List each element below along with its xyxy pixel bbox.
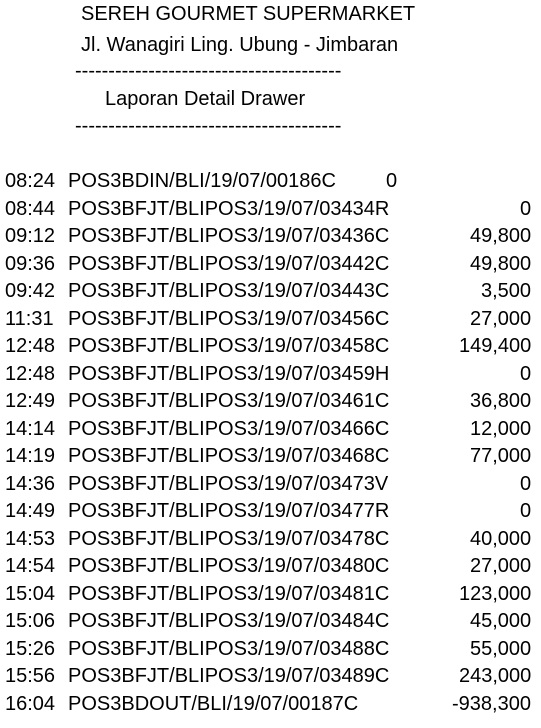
report-title: Laporan Detail Drawer xyxy=(105,88,306,110)
entry-reference: POS3BFJT/BLIPOS3/19/07/03466C xyxy=(68,418,390,440)
entry-time: 15:06 xyxy=(5,610,56,632)
entry-amount: 123,000 xyxy=(459,583,532,605)
separator-top: ---------------------------------------- xyxy=(75,60,342,82)
entry-time: 09:36 xyxy=(5,253,56,275)
entry-amount: 0 xyxy=(520,500,532,522)
entry-time: 14:53 xyxy=(5,528,56,550)
entry-time: 08:24 xyxy=(5,170,56,192)
entry-amount: 0 xyxy=(520,198,532,220)
entry-amount: 149,400 xyxy=(459,335,532,357)
entry-amount: 49,800 xyxy=(470,253,532,275)
entry-time: 14:14 xyxy=(5,418,56,440)
entry-time: 15:26 xyxy=(5,638,56,660)
entry-amount: 0 xyxy=(520,363,532,385)
entry-reference: POS3BFJT/BLIPOS3/19/07/03468C xyxy=(68,445,390,467)
entry-time: 14:19 xyxy=(5,445,56,467)
entry-time: 16:04 xyxy=(5,693,56,715)
entry-time: 11:31 xyxy=(5,308,54,330)
entry-amount: 27,000 xyxy=(470,308,532,330)
entry-reference: POS3BFJT/BLIPOS3/19/07/03434R xyxy=(68,198,390,220)
entry-reference: POS3BFJT/BLIPOS3/19/07/03442C xyxy=(68,253,390,275)
entry-reference: POS3BFJT/BLIPOS3/19/07/03488C xyxy=(68,638,390,660)
entry-time: 08:44 xyxy=(5,198,56,220)
entry-time: 14:54 xyxy=(5,555,56,577)
entry-reference: POS3BFJT/BLIPOS3/19/07/03484C xyxy=(68,610,390,632)
entry-reference: POS3BFJT/BLIPOS3/19/07/03478C xyxy=(68,528,390,550)
entry-reference: POS3BFJT/BLIPOS3/19/07/03480C xyxy=(68,555,390,577)
store-address: Jl. Wanagiri Ling. Ubung - Jimbaran xyxy=(81,34,399,56)
entry-time: 14:36 xyxy=(5,473,56,495)
entry-reference: POS3BFJT/BLIPOS3/19/07/03456C xyxy=(68,308,390,330)
entry-time: 15:56 xyxy=(5,665,56,687)
entry-reference: POS3BFJT/BLIPOS3/19/07/03443C xyxy=(68,280,390,302)
entry-reference: POS3BFJT/BLIPOS3/19/07/03473V xyxy=(68,473,389,495)
entry-time: 12:48 xyxy=(5,335,56,357)
entry-reference: POS3BFJT/BLIPOS3/19/07/03461C xyxy=(68,390,390,412)
entry-amount: 243,000 xyxy=(459,665,532,687)
entry-amount: 45,000 xyxy=(470,610,532,632)
entry-reference: POS3BFJT/BLIPOS3/19/07/03477R xyxy=(68,500,390,522)
entry-amount: 36,800 xyxy=(470,390,532,412)
entry-amount: 0 xyxy=(386,170,398,192)
entry-reference: POS3BDIN/BLI/19/07/00186C xyxy=(68,170,336,192)
separator-bottom: ---------------------------------------- xyxy=(75,115,342,137)
entry-amount: 55,000 xyxy=(470,638,532,660)
entry-amount: -938,300 xyxy=(452,693,531,715)
entry-amount: 3,500 xyxy=(481,280,532,302)
entry-reference: POS3BFJT/BLIPOS3/19/07/03458C xyxy=(68,335,390,357)
store-name: SEREH GOURMET SUPERMARKET xyxy=(81,3,416,25)
entry-reference: POS3BFJT/BLIPOS3/19/07/03436C xyxy=(68,225,390,247)
entry-amount: 27,000 xyxy=(470,555,532,577)
entry-time: 12:48 xyxy=(5,363,56,385)
entry-amount: 40,000 xyxy=(470,528,532,550)
entry-reference: POS3BDOUT/BLI/19/07/00187C xyxy=(68,693,359,715)
entry-time: 09:42 xyxy=(5,280,56,302)
entry-amount: 0 xyxy=(520,473,532,495)
entry-reference: POS3BFJT/BLIPOS3/19/07/03481C xyxy=(68,583,390,605)
entry-time: 12:49 xyxy=(5,390,56,412)
entry-amount: 77,000 xyxy=(470,445,532,467)
entry-time: 09:12 xyxy=(5,225,56,247)
entry-reference: POS3BFJT/BLIPOS3/19/07/03489C xyxy=(68,665,390,687)
entry-reference: POS3BFJT/BLIPOS3/19/07/03459H xyxy=(68,363,390,385)
entry-amount: 12,000 xyxy=(470,418,532,440)
entry-amount: 49,800 xyxy=(470,225,532,247)
entry-time: 15:04 xyxy=(5,583,56,605)
entry-time: 14:49 xyxy=(5,500,56,522)
